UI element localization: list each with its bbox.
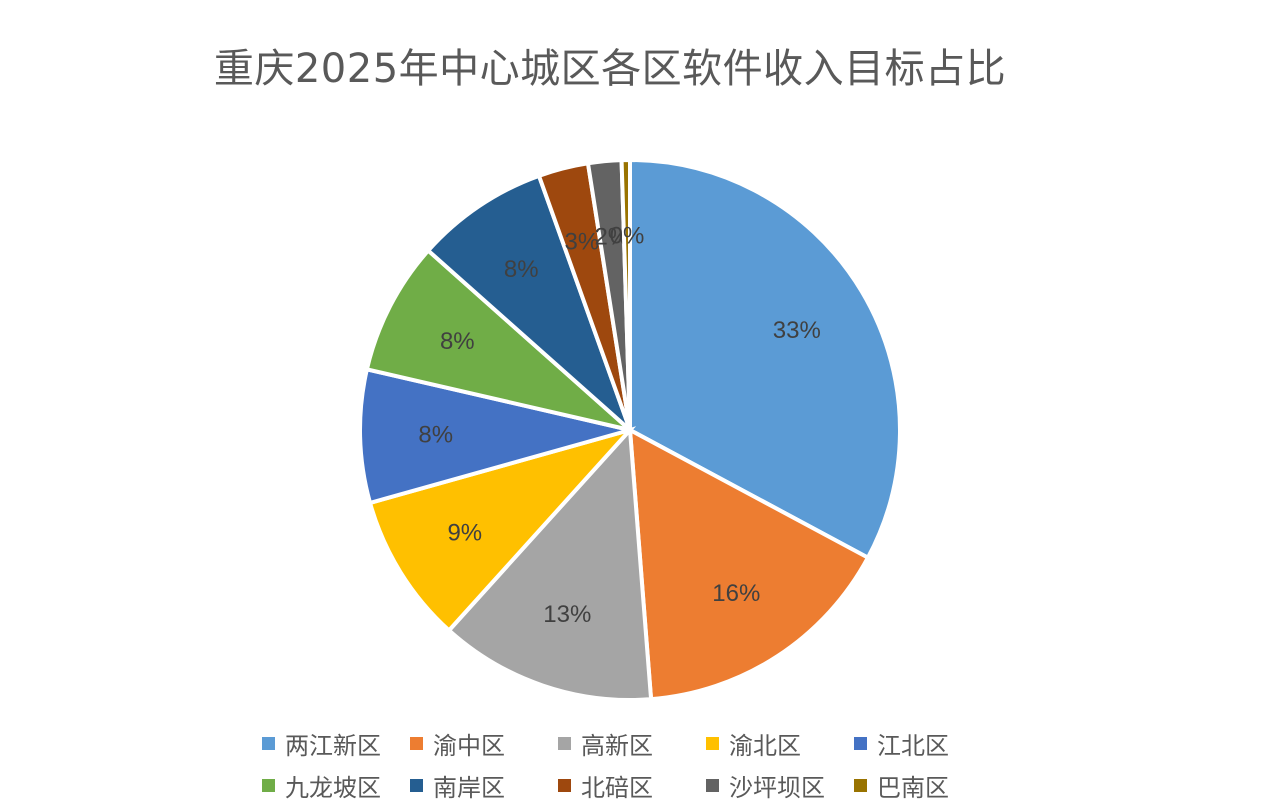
legend-label: 两江新区 [285,731,381,760]
legend-swatch [558,736,571,750]
slice-data-label: 3% [565,229,600,256]
legend-label: 渝中区 [433,731,505,760]
legend-label: 南岸区 [433,773,505,802]
legend-label: 高新区 [581,731,653,760]
pie-slice [627,426,871,702]
legend-label: 巴南区 [877,773,949,802]
legend-swatch [410,736,423,750]
slice-data-label: 8% [418,422,453,449]
legend-item: 渝中区 [410,726,558,761]
chart-legend: 两江新区 渝中区 高新区 渝北区 江北区九龙坡区 南岸区 北碚区 沙坪坝区 巴南区 [262,722,1022,806]
legend-swatch [854,778,867,792]
legend-swatch [262,736,275,750]
pie-slice [367,426,637,634]
legend-label: 北碚区 [581,773,653,802]
chart-title: 重庆2025年中心城区各区软件收入目标占比 [213,46,1007,92]
slice-data-label: 9% [447,519,482,546]
legend-item: 江北区 [854,726,1002,761]
legend-item: 巴南区 [854,768,1002,803]
legend-label: 渝北区 [729,731,801,760]
legend-swatch [706,736,719,750]
legend-swatch [558,778,571,792]
legend-item: 两江新区 [262,726,410,761]
pie-slice [364,247,632,432]
legend-item: 高新区 [558,726,706,761]
slice-data-label: 16% [712,580,760,607]
legend-swatch [262,778,275,792]
slice-data-label: 33% [773,317,821,344]
legend-label: 九龙坡区 [285,773,381,802]
legend-item: 沙坪坝区 [706,768,854,803]
pie-slice [628,157,902,561]
legend-item: 渝北区 [706,726,854,761]
legend-item: 南岸区 [410,768,558,803]
legend-label: 江北区 [877,731,949,760]
legend-swatch [706,778,719,792]
legend-item: 九龙坡区 [262,768,410,803]
slice-data-label: 0% [610,223,645,250]
pie-slice [425,173,632,432]
legend-row: 九龙坡区 南岸区 北碚区 沙坪坝区 巴南区 [262,764,1022,806]
slice-data-label: 8% [440,328,475,355]
legend-label: 沙坪坝区 [729,773,825,802]
legend-item: 北碚区 [558,768,706,803]
legend-swatch [410,778,423,792]
pie-slice [619,157,632,431]
pie-slice [446,425,654,702]
slice-data-label: 13% [543,601,591,628]
legend-row: 两江新区 渝中区 高新区 渝北区 江北区 [262,722,1022,764]
legend-swatch [854,736,867,750]
pie-slice [358,366,631,506]
slice-data-label: 8% [504,256,539,283]
